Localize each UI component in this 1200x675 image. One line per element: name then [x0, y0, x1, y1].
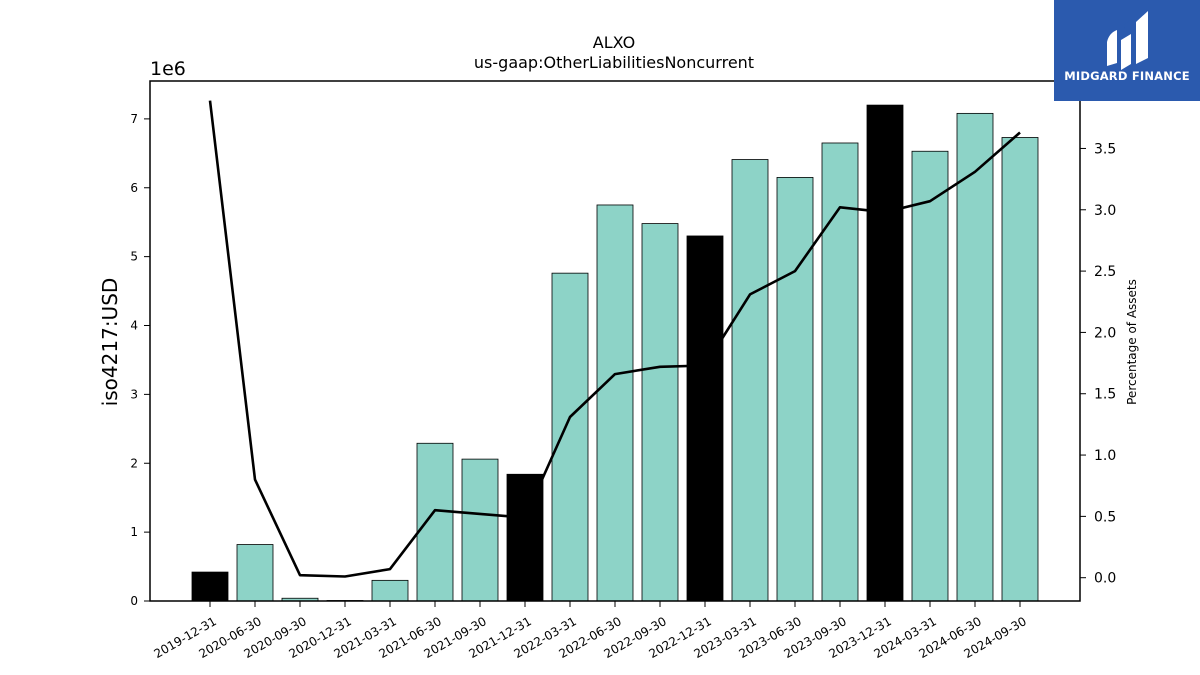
bar [371, 579, 409, 602]
y-tick-label: 5 [130, 250, 138, 264]
y2-axis-label: Percentage of Assets [1125, 279, 1139, 405]
line-series [208, 100, 1021, 578]
bar [236, 544, 274, 602]
y2-tick-label: 1.0 [1094, 448, 1116, 464]
bar [776, 177, 814, 602]
y-tick-label: 6 [130, 181, 138, 195]
y2-tick-label: 2.5 [1094, 264, 1116, 280]
bar [596, 204, 634, 602]
bar [641, 223, 679, 602]
bar [551, 272, 589, 602]
bar [506, 473, 544, 602]
logo-mark-icon [1107, 11, 1148, 70]
y-tick-label: 7 [130, 112, 138, 126]
y-axis-label: iso4217:USD [98, 278, 122, 407]
y2-tick-label: 0.0 [1094, 571, 1116, 587]
chart-subtitle: us-gaap:OtherLiabilitiesNoncurrent [474, 53, 754, 72]
y-tick-label: 3 [130, 387, 138, 401]
bar [731, 159, 769, 602]
bar-series [191, 104, 1039, 602]
y-tick-label: 0 [130, 594, 138, 608]
bar [191, 571, 229, 602]
bar [416, 442, 454, 602]
y-offset-label: 1e6 [150, 58, 186, 80]
bar [866, 104, 904, 602]
plot-frame [149, 80, 1081, 602]
y2-tick-label: 0.5 [1094, 509, 1116, 525]
y2-tick-label: 2.0 [1094, 325, 1116, 341]
y2-tick-label: 1.5 [1094, 387, 1116, 403]
bar [686, 235, 724, 602]
y2-tick-label: 3.5 [1094, 141, 1116, 157]
chart-title: ALXO [593, 33, 635, 52]
bar [461, 458, 499, 602]
percentage-line [208, 100, 1021, 578]
bar [956, 112, 994, 602]
y-tick-label: 4 [130, 319, 138, 333]
y-tick-label: 2 [130, 456, 138, 470]
y2-tick-label: 3.0 [1094, 203, 1116, 219]
logo-text: MIDGARD FINANCE [1064, 69, 1190, 83]
y-tick-label: 1 [130, 525, 138, 539]
bar [911, 150, 949, 602]
bar [821, 142, 859, 602]
bar [1001, 137, 1039, 602]
brand-logo: MIDGARD FINANCE [1054, 0, 1200, 101]
